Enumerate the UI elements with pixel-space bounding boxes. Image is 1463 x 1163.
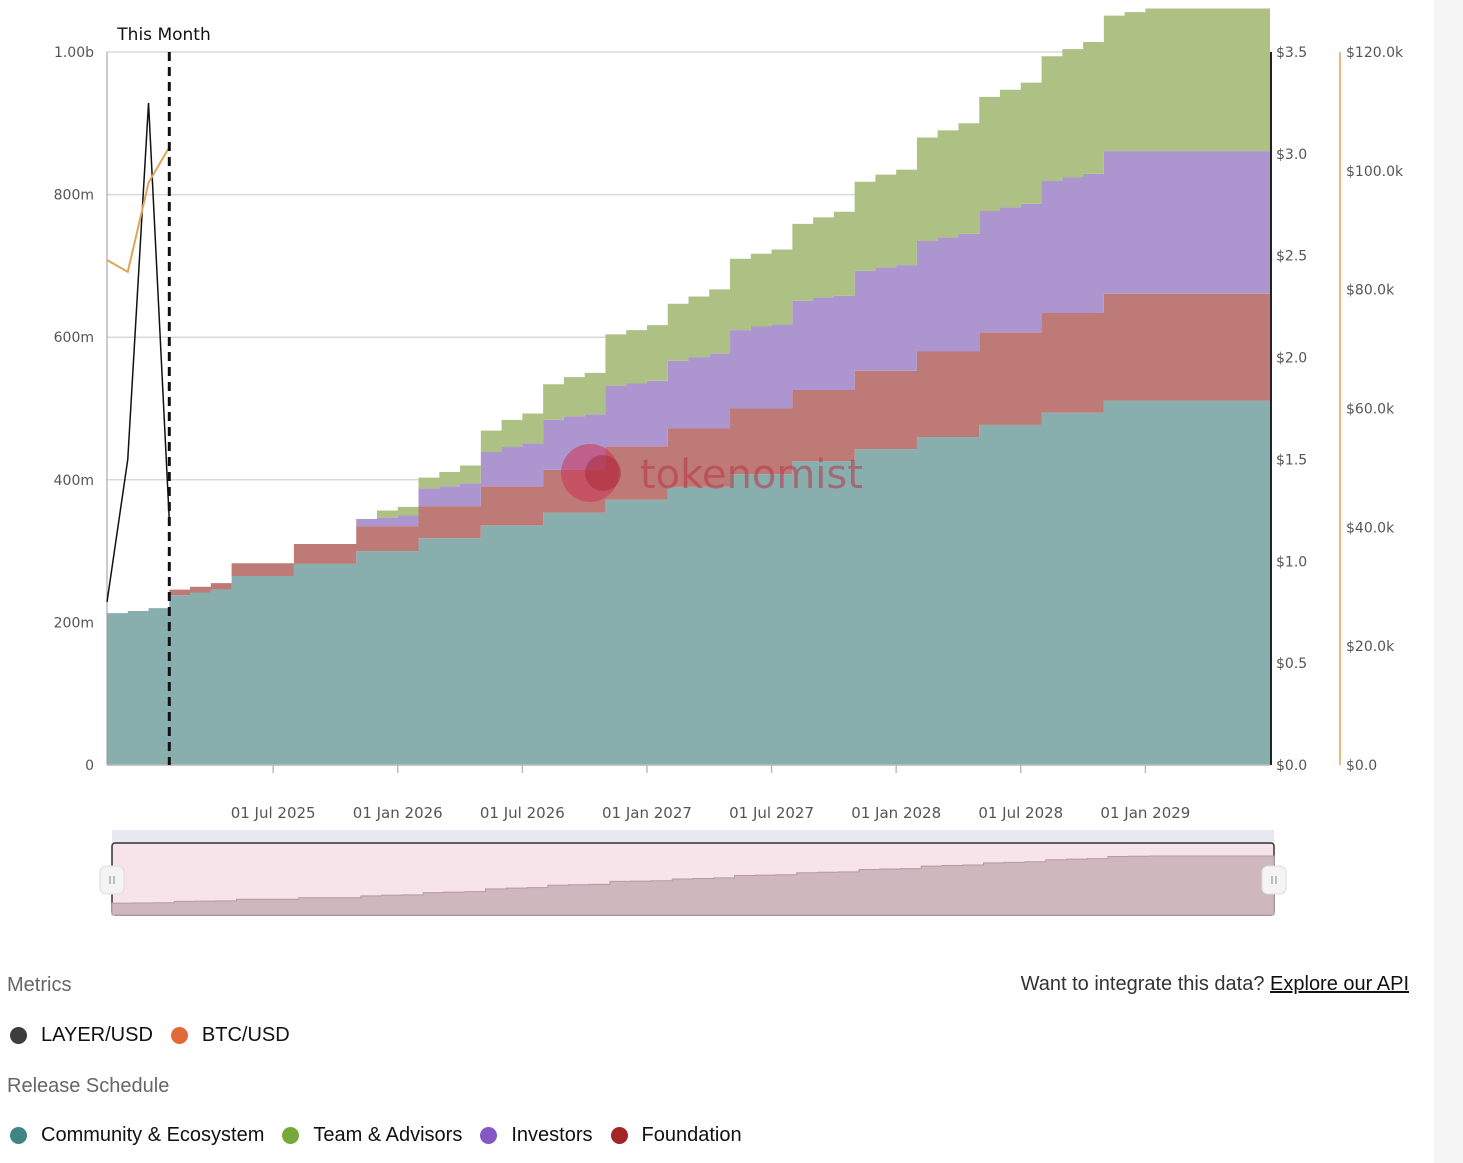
x-tick-label: 01 Jul 2027 — [729, 804, 814, 822]
y-right-layer-tick-label: $1.5 — [1276, 452, 1307, 468]
page-scrollbar-track[interactable] — [1434, 0, 1463, 1163]
legend-dot-icon — [10, 1127, 27, 1144]
api-prompt-text: Want to integrate this data? — [1020, 973, 1265, 995]
unlock-chart[interactable]: tokenomist 0 200m 400m 600m 800m 1.00b $0.0 $0.… — [0, 0, 1434, 950]
legend-label: Foundation — [641, 1124, 742, 1146]
x-tick-label: 01 Jul 2026 — [480, 804, 565, 822]
price-line-layer-usd — [106, 102, 171, 603]
y-left-tick-label: 0 — [85, 758, 94, 774]
metrics-legend: LAYER/USD BTC/USD — [10, 1024, 308, 1047]
price-lines — [106, 102, 171, 603]
legend-dot-icon — [480, 1127, 498, 1144]
x-tick-label: 01 Jan 2029 — [1100, 804, 1190, 822]
legend-label: LAYER/USD — [41, 1024, 153, 1046]
x-tick-label: 01 Jan 2026 — [353, 804, 443, 822]
y-right-btc-tick-label: $120.0k — [1346, 45, 1404, 61]
series-area-team-advisors — [107, 8, 1270, 614]
navigator-right-handle[interactable] — [1261, 865, 1287, 895]
watermark-text: tokenomist — [640, 452, 863, 498]
x-tick-label: 01 Jan 2027 — [602, 804, 692, 822]
navigator-left-handle[interactable] — [99, 865, 125, 895]
legend-btc-usd[interactable]: BTC/USD — [170, 1024, 290, 1047]
legend-label: BTC/USD — [201, 1024, 290, 1046]
navigator-scrollbar — [112, 830, 1274, 843]
watermark-logo-inner-icon — [585, 455, 621, 491]
y-right-layer-tick-label: $3.5 — [1276, 45, 1307, 61]
y-right-btc-tick-label: $100.0k — [1346, 164, 1404, 180]
y-left-tick-label: 1.00b — [54, 45, 94, 61]
release-schedule-legend: Community & Ecosystem Team & Advisors In… — [10, 1124, 760, 1147]
legend-dot-icon — [170, 1027, 188, 1044]
y-right-layer-tick-label: $2.0 — [1276, 351, 1307, 367]
legend-foundation[interactable]: Foundation — [610, 1124, 742, 1147]
y-right-layer-tick-label: $0.5 — [1276, 656, 1307, 672]
watermark: tokenomist — [561, 444, 863, 502]
chart-legend-panel: Metrics Want to integrate this data? Exp… — [0, 960, 1434, 1163]
explore-api-link[interactable]: Explore our API — [1270, 973, 1409, 995]
series-area-community-ecosystem — [107, 400, 1270, 765]
y-right-btc-tick-label: $40.0k — [1346, 520, 1395, 536]
x-tick-label: 01 Jul 2028 — [978, 804, 1063, 822]
this-month-marker: This Month — [116, 25, 211, 765]
tick-labels: 0 200m 400m 600m 800m 1.00b $0.0 $0.5 $1.0 $1.5 $2… — [54, 45, 1404, 822]
y-right-layer-tick-label: $3.0 — [1276, 147, 1307, 163]
x-tick-label: 01 Jan 2028 — [851, 804, 941, 822]
y-left-tick-label: 800m — [54, 188, 94, 204]
y-right-layer-tick-label: $2.5 — [1276, 249, 1307, 265]
y-left-tick-label: 400m — [54, 473, 94, 489]
stacked-areas — [107, 8, 1270, 765]
y-left-tick-label: 200m — [54, 615, 94, 631]
legend-dot-icon — [10, 1027, 27, 1044]
legend-label: Investors — [511, 1124, 593, 1146]
axes — [106, 52, 1341, 773]
y-right-btc-tick-label: $80.0k — [1346, 283, 1395, 299]
legend-dot-icon — [282, 1127, 300, 1144]
range-navigator[interactable] — [99, 830, 1287, 916]
watermark-logo-icon — [561, 444, 619, 502]
y-right-layer-tick-label: $0.0 — [1276, 758, 1307, 774]
legend-label: Community & Ecosystem — [41, 1124, 265, 1146]
release-schedule-title: Release Schedule — [7, 1075, 170, 1097]
series-area-investors — [107, 151, 1270, 614]
legend-investors[interactable]: Investors — [480, 1124, 593, 1147]
legend-label: Team & Advisors — [313, 1124, 463, 1146]
y-right-layer-tick-label: $1.0 — [1276, 554, 1307, 570]
this-month-label: This Month — [116, 25, 210, 45]
price-line-btc-usd — [106, 146, 171, 274]
y-right-btc-tick-label: $20.0k — [1346, 639, 1395, 655]
api-prompt: Want to integrate this data? Explore our… — [1021, 973, 1409, 996]
legend-layer-usd[interactable]: LAYER/USD — [10, 1024, 153, 1047]
y-right-btc-tick-label: $0.0 — [1346, 758, 1377, 774]
y-right-btc-tick-label: $60.0k — [1346, 402, 1395, 418]
legend-community-ecosystem[interactable]: Community & Ecosystem — [10, 1124, 264, 1147]
navigator-series-area — [111, 855, 1275, 916]
metrics-title: Metrics — [7, 974, 72, 996]
x-tick-label: 01 Jul 2025 — [231, 804, 316, 822]
legend-team-advisors[interactable]: Team & Advisors — [282, 1124, 462, 1147]
series-area-foundation — [107, 293, 1270, 614]
y-left-tick-label: 600m — [54, 330, 94, 346]
legend-dot-icon — [610, 1127, 628, 1144]
